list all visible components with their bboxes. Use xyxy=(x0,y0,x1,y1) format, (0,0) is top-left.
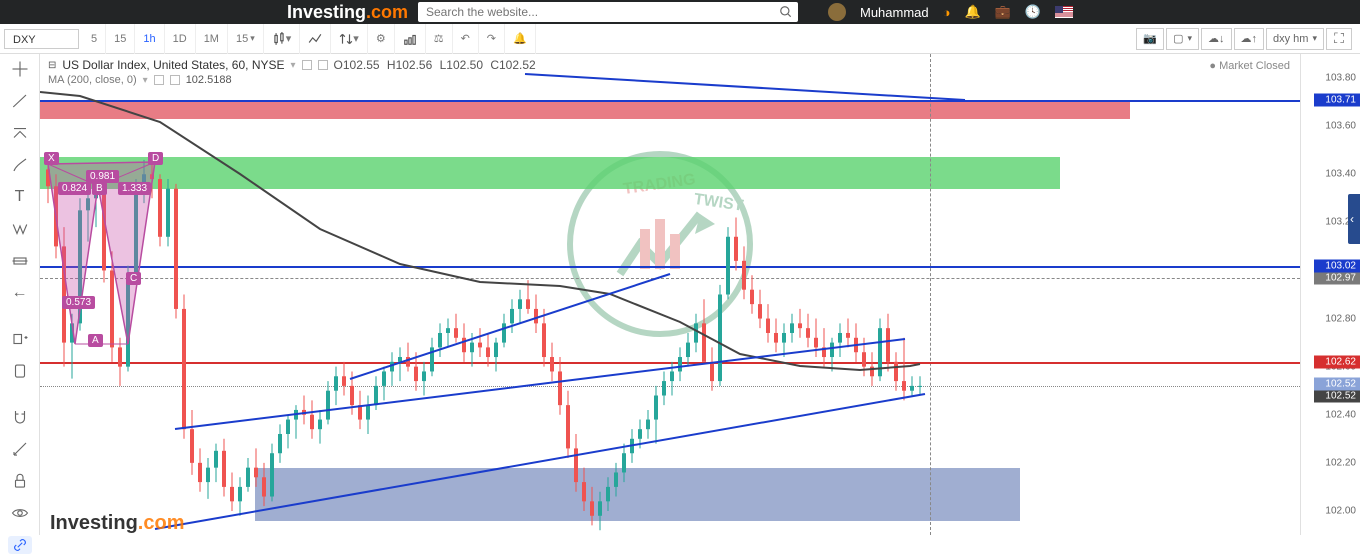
chart-watermark: Investing.com xyxy=(50,512,184,535)
measure-icon[interactable] xyxy=(8,362,32,380)
ma-box-1[interactable] xyxy=(154,75,164,85)
price-tick: 102.80 xyxy=(1325,313,1356,324)
pattern-label: 1.333 xyxy=(118,182,151,195)
logo-suffix: .com xyxy=(366,2,408,22)
ohlc-readout: O102.55 H102.56 L102.50 C102.52 xyxy=(334,58,540,72)
pattern-label: X xyxy=(44,152,59,165)
symbol-input[interactable]: DXY xyxy=(4,29,79,49)
price-tick: 103.60 xyxy=(1325,121,1356,132)
right-panel-toggle[interactable] xyxy=(1348,194,1360,244)
timeframe-15[interactable]: 15 xyxy=(228,24,264,54)
flag-icon[interactable] xyxy=(1055,6,1073,18)
pitchfork-icon[interactable] xyxy=(8,124,32,142)
brush-icon[interactable] xyxy=(8,156,32,174)
legend-box-2[interactable] xyxy=(318,60,328,70)
snapshot-icon[interactable]: 📷 xyxy=(1136,28,1164,50)
lock-icon[interactable] xyxy=(8,472,32,490)
user-avatar[interactable] xyxy=(828,3,846,21)
user-name[interactable]: Muhammad xyxy=(860,5,929,20)
chart-area[interactable]: ⊟ US Dollar Index, United States, 60, NY… xyxy=(40,54,1360,535)
indicators-icon[interactable] xyxy=(300,24,331,54)
price-tag: 103.02 xyxy=(1314,259,1360,272)
price-tick: 102.00 xyxy=(1325,505,1356,516)
fullscreen-icon[interactable]: ⛶ xyxy=(1326,28,1352,50)
pattern-label: B xyxy=(92,182,107,195)
site-logo[interactable]: Investing.com xyxy=(287,2,408,23)
search-input[interactable] xyxy=(418,5,774,19)
timeframe-1h[interactable]: 1h xyxy=(135,24,164,54)
timeframe-5[interactable]: 5 xyxy=(83,24,106,54)
text-icon[interactable]: T xyxy=(8,188,32,206)
expand-icon[interactable]: ⊟ xyxy=(48,60,56,71)
compare-icon[interactable]: ▾ xyxy=(331,24,368,54)
search-icon[interactable] xyxy=(774,5,798,19)
layout-icon[interactable]: ▢ xyxy=(1166,28,1199,50)
cloud-upload-icon[interactable]: ☁↑ xyxy=(1234,28,1265,50)
pattern-label: A xyxy=(88,334,103,347)
pattern-label: 0.824 xyxy=(58,182,91,195)
price-tag: 102.62 xyxy=(1314,355,1360,368)
chart-title: US Dollar Index, United States, 60, NYSE xyxy=(62,58,284,72)
site-header: Investing.com Muhammad ◑ 🔔 💼 🕓 xyxy=(0,0,1360,24)
price-tick: 102.20 xyxy=(1325,457,1356,468)
back-arrow-icon[interactable]: ← xyxy=(8,284,32,302)
settings-icon[interactable]: ⚙ xyxy=(368,24,395,54)
timeframe-15[interactable]: 15 xyxy=(106,24,135,54)
price-tick: 102.40 xyxy=(1325,409,1356,420)
price-tick: 103.40 xyxy=(1325,169,1356,180)
plot-area[interactable]: Investing.com X0.981D0.824B1.333C0.573AT… xyxy=(40,54,1300,535)
magnet-icon[interactable] xyxy=(8,408,32,426)
templates-icon[interactable] xyxy=(395,24,426,54)
ma-value: 102.5188 xyxy=(186,74,232,86)
alert-icon[interactable]: 🔔 xyxy=(505,24,536,54)
cloud-download-icon[interactable]: ☁↓ xyxy=(1201,28,1232,50)
pro-badge-icon[interactable]: ◑ xyxy=(943,5,951,20)
timeframe-1M[interactable]: 1M xyxy=(196,24,228,54)
legend-box-1[interactable] xyxy=(302,60,312,70)
price-axis[interactable]: 103.80103.60103.40103.20103.00102.80102.… xyxy=(1300,54,1360,535)
portfolio-icon[interactable]: 💼 xyxy=(995,4,1011,20)
pattern-icon[interactable] xyxy=(8,220,32,238)
timeframe-1D[interactable]: 1D xyxy=(165,24,196,54)
price-tag: 103.71 xyxy=(1314,93,1360,106)
price-tag: 102.52 xyxy=(1314,389,1360,402)
main-area: T ← ⊟ US Dollar Index, United States, 60… xyxy=(0,54,1360,535)
pattern-label: D xyxy=(148,152,163,165)
balance-icon[interactable]: ⚖ xyxy=(426,24,453,54)
undo-icon[interactable]: ↶ xyxy=(453,24,479,54)
market-status: Market Closed xyxy=(1209,60,1290,72)
candle-style-icon[interactable]: ▾ xyxy=(264,24,301,54)
price-tag: 102.97 xyxy=(1314,271,1360,284)
lock-drawings-icon[interactable] xyxy=(8,440,32,458)
clock-icon[interactable]: 🕓 xyxy=(1025,4,1041,20)
redo-icon[interactable]: ↷ xyxy=(479,24,505,54)
link-icon[interactable] xyxy=(8,536,32,554)
chart-legend: ⊟ US Dollar Index, United States, 60, NY… xyxy=(48,58,540,86)
ma-box-2[interactable] xyxy=(170,75,180,85)
pattern-label: 0.573 xyxy=(62,296,95,309)
share-name[interactable]: dxy hm xyxy=(1266,28,1324,50)
position-icon[interactable] xyxy=(8,252,32,270)
eye-icon[interactable] xyxy=(8,504,32,522)
search-box[interactable] xyxy=(418,2,798,22)
chart-toolbar: DXY 5151h1D1M15 ▾ ▾ ⚙ ⚖ ↶ ↷ 🔔 📷 ▢ ☁↓ ☁↑ … xyxy=(0,24,1360,54)
price-tick: 103.80 xyxy=(1325,73,1356,84)
trend-lines xyxy=(40,54,1300,535)
price-tag: 102.52 xyxy=(1314,377,1360,390)
ma-label: MA (200, close, 0) xyxy=(48,74,137,86)
drawing-toolbar: T ← xyxy=(0,54,40,535)
bell-icon[interactable]: 🔔 xyxy=(964,4,980,20)
pattern-label: C xyxy=(126,272,141,285)
zoom-icon[interactable] xyxy=(8,330,32,348)
trendline-icon[interactable] xyxy=(8,92,32,110)
crosshair-icon[interactable] xyxy=(8,60,32,78)
logo-text: Investing xyxy=(287,2,366,22)
